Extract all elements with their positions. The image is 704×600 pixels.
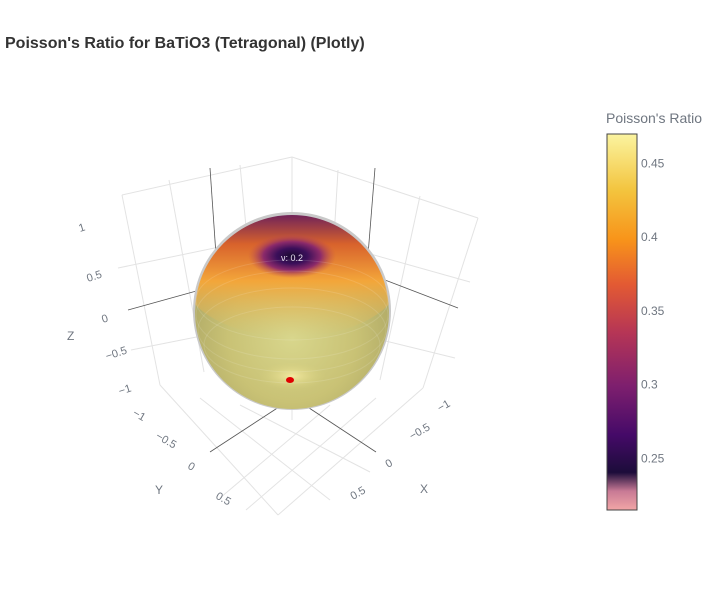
x-tick: 0.5 [349,485,368,503]
colorbar-gradient [606,133,638,511]
y-axis-label: Y [155,483,163,497]
x-tick: −1 [436,398,453,415]
z-tick: −1 [117,383,133,398]
y-tick: −1 [131,407,148,424]
x-ticks: −1 −0.5 0 0.5 [349,398,453,503]
colorbar-tick-label: 0.3 [641,378,658,392]
surface-sphere[interactable]: ν: 0.2 [182,212,402,412]
y-tick: −0.5 [154,430,179,451]
colorbar-title: Poisson's Ratio [606,110,703,126]
colorbar-ticks: 0.25 0.3 0.35 0.4 0.45 [641,156,665,465]
z-axis-label: Z [67,329,74,343]
colorbar-tick-label: 0.4 [641,230,658,244]
y-tick: 0 [186,460,197,473]
colorbar-tick-label: 0.35 [641,304,665,318]
y-ticks: −1 −0.5 0 0.5 [131,407,233,508]
x-tick: 0 [384,457,395,470]
z-ticks: 1 0.5 0 −0.5 −1 [77,222,133,398]
zero-lines [127,167,459,453]
z-tick: 0 [100,313,110,326]
colorbar-tick-label: 0.45 [641,156,665,170]
x-axis-label: X [420,482,428,496]
y-tick: 0.5 [214,490,233,508]
colorbar-tick-label: 0.25 [641,451,665,465]
z-tick: 1 [77,222,87,235]
chart-title: Poisson's Ratio for BaTiO3 (Tetragonal) … [5,35,365,52]
z-tick: −0.5 [104,345,128,363]
x-tick: −0.5 [408,421,433,442]
z-tick: 0.5 [85,269,103,285]
colorbar: 0.25 0.3 0.35 0.4 0.45 [606,133,665,511]
bottom-pole-marker [286,377,294,383]
hover-label: ν: 0.2 [281,253,303,263]
